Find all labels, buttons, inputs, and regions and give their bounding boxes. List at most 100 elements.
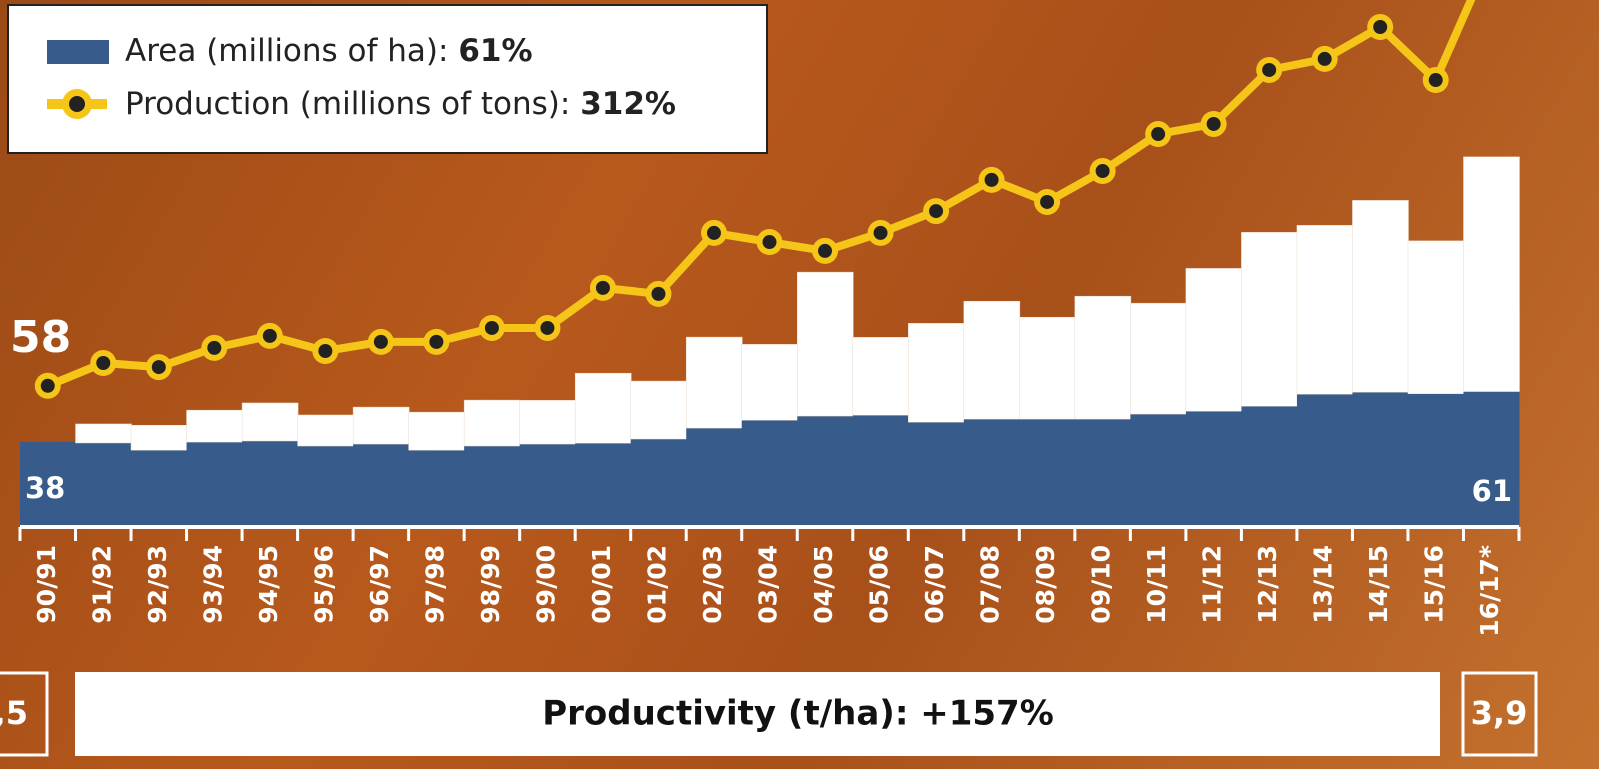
x-tick-label: 90/91: [32, 545, 61, 624]
bar: [1074, 419, 1131, 525]
bar: [1352, 200, 1409, 393]
bar: [75, 442, 132, 525]
productivity-title: Productivity (t/ha): +157%: [542, 694, 1054, 734]
point-center: [1428, 73, 1443, 88]
bar: [464, 446, 521, 525]
x-tick-label: 09/10: [1087, 545, 1116, 624]
bar: [186, 409, 243, 443]
x-tick-label: 13/14: [1309, 545, 1338, 624]
point-center: [762, 235, 777, 250]
point-center: [1373, 20, 1388, 34]
x-tick-label: 00/01: [587, 545, 616, 624]
bar: [630, 439, 687, 525]
legend-entry: Production (millions of tons): 312%: [125, 86, 676, 122]
bar: [75, 423, 132, 444]
bar: [1130, 302, 1187, 415]
bar: [630, 380, 687, 440]
bar: [686, 428, 743, 525]
bar: [963, 419, 1020, 525]
x-tick-label: 06/07: [920, 545, 949, 624]
bar: [1241, 406, 1298, 525]
point-center: [1095, 164, 1110, 178]
bar: [1407, 393, 1464, 525]
legend-swatch: [69, 96, 85, 112]
bar: [408, 411, 465, 451]
x-tick-label: 15/16: [1420, 545, 1449, 624]
x-tick-label: 11/12: [1198, 545, 1227, 624]
bar: [131, 450, 188, 525]
bar: [1130, 414, 1187, 525]
bar: [1463, 156, 1520, 392]
x-tick-label: 10/11: [1142, 545, 1171, 624]
x-tick-label: 12/13: [1253, 545, 1282, 624]
legend-entry: Area (millions of ha): 61%: [125, 33, 533, 69]
point-center: [96, 356, 111, 370]
point-center: [1317, 51, 1332, 66]
productivity-end: 3,9: [1471, 694, 1528, 732]
x-tick-label: 16/17*: [1475, 545, 1504, 637]
bar: [1185, 268, 1243, 412]
productivity-box: [75, 672, 1440, 756]
point-center: [651, 286, 666, 301]
bar: [519, 444, 576, 525]
x-tick-label: 93/94: [198, 545, 227, 624]
point-center: [873, 225, 888, 240]
bar: [852, 415, 909, 525]
point-center: [984, 172, 999, 187]
point-center: [1040, 194, 1055, 209]
bar: [575, 443, 632, 525]
point-center: [318, 344, 333, 358]
productivity-start-box: [0, 671, 49, 757]
bar: [574, 372, 632, 444]
bar: [963, 300, 1021, 420]
bar: [1019, 316, 1076, 420]
bar: [519, 400, 576, 445]
x-tick-label: 94/95: [254, 545, 283, 624]
point-center: [1262, 62, 1277, 77]
x-tick-label: 02/03: [698, 545, 727, 624]
x-tick-label: 03/04: [754, 545, 783, 624]
bar: [352, 406, 410, 445]
bar: [130, 425, 188, 451]
x-tick-label: 14/15: [1364, 545, 1393, 624]
legend-box: [7, 4, 768, 154]
bar: [797, 416, 854, 525]
bar: [1019, 419, 1076, 525]
bar: [1185, 411, 1242, 525]
x-tick-label: 97/98: [420, 545, 449, 624]
point-center: [207, 340, 222, 355]
bar: [1241, 232, 1298, 407]
bar: [1074, 295, 1132, 420]
bar: [1296, 225, 1354, 395]
productivity-start: 1,5: [0, 694, 28, 732]
bar: [242, 441, 299, 525]
bar: [20, 441, 77, 525]
bar: [741, 420, 798, 525]
bar: [463, 399, 521, 447]
point-center: [151, 360, 166, 375]
bar: [1296, 394, 1353, 525]
bar: [1352, 392, 1409, 525]
point-center: [1151, 127, 1166, 142]
bar: [297, 414, 354, 447]
x-tick-label: 05/06: [865, 545, 894, 624]
bar: [297, 446, 354, 525]
bar: [186, 442, 243, 525]
x-tick-label: 95/96: [309, 545, 338, 624]
point-center: [262, 328, 277, 343]
point-center: [373, 334, 388, 349]
bar: [1463, 391, 1520, 525]
point-center: [540, 320, 555, 335]
x-tick-label: 91/92: [87, 545, 116, 624]
bar: [908, 323, 965, 423]
bar: [241, 402, 299, 442]
x-tick-label: 99/00: [531, 545, 560, 624]
x-tick-label: 98/99: [476, 545, 505, 624]
data-label: 61: [1472, 474, 1512, 508]
x-tick-label: 08/09: [1031, 545, 1060, 624]
bar: [1407, 240, 1465, 394]
x-tick-label: 96/97: [365, 545, 394, 624]
bar: [741, 344, 799, 421]
bar: [908, 422, 965, 525]
